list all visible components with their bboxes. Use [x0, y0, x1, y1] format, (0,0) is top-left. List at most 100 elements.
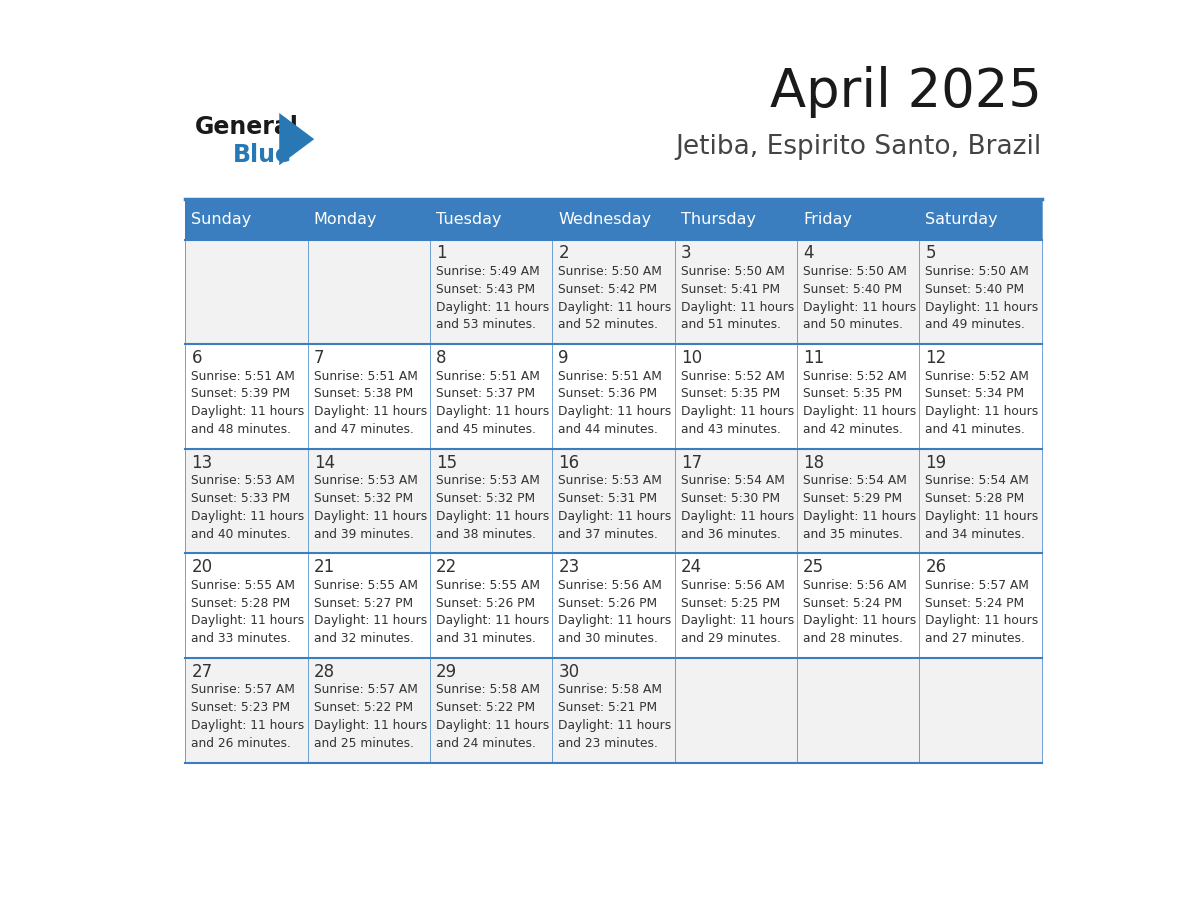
Text: Sunrise: 5:50 AM: Sunrise: 5:50 AM — [803, 265, 906, 278]
Bar — [430, 240, 552, 344]
Bar — [185, 449, 308, 554]
Text: Sunrise: 5:51 AM: Sunrise: 5:51 AM — [558, 370, 662, 383]
Text: Sunrise: 5:53 AM: Sunrise: 5:53 AM — [191, 475, 296, 487]
Bar — [675, 344, 797, 449]
Text: Daylight: 11 hours: Daylight: 11 hours — [681, 405, 794, 419]
Text: Sunrise: 5:56 AM: Sunrise: 5:56 AM — [803, 579, 906, 592]
Bar — [552, 199, 675, 240]
Text: Sunset: 5:43 PM: Sunset: 5:43 PM — [436, 283, 536, 296]
Text: 5: 5 — [925, 244, 936, 263]
Text: Daylight: 11 hours: Daylight: 11 hours — [436, 300, 549, 314]
Text: 8: 8 — [436, 349, 447, 367]
Bar — [308, 554, 430, 658]
Text: and 47 minutes.: and 47 minutes. — [314, 423, 413, 436]
Text: Daylight: 11 hours: Daylight: 11 hours — [191, 509, 304, 523]
Text: and 31 minutes.: and 31 minutes. — [436, 633, 536, 645]
Text: 7: 7 — [314, 349, 324, 367]
Bar — [552, 554, 675, 658]
Text: Sunrise: 5:52 AM: Sunrise: 5:52 AM — [925, 370, 1029, 383]
Bar — [185, 554, 308, 658]
Bar — [675, 449, 797, 554]
Bar — [920, 449, 1042, 554]
Text: 24: 24 — [681, 558, 702, 577]
Text: 16: 16 — [558, 453, 580, 472]
Text: Sunset: 5:32 PM: Sunset: 5:32 PM — [436, 492, 536, 505]
Bar — [920, 344, 1042, 449]
Text: Daylight: 11 hours: Daylight: 11 hours — [925, 614, 1038, 628]
Text: 19: 19 — [925, 453, 947, 472]
Bar — [675, 199, 797, 240]
Text: Sunset: 5:26 PM: Sunset: 5:26 PM — [558, 597, 657, 610]
Text: and 36 minutes.: and 36 minutes. — [681, 528, 781, 541]
Text: Daylight: 11 hours: Daylight: 11 hours — [925, 300, 1038, 314]
Bar — [185, 344, 308, 449]
Text: Sunset: 5:30 PM: Sunset: 5:30 PM — [681, 492, 779, 505]
Text: and 23 minutes.: and 23 minutes. — [558, 737, 658, 750]
Text: Sunset: 5:22 PM: Sunset: 5:22 PM — [314, 701, 413, 714]
Bar — [920, 658, 1042, 763]
Text: 4: 4 — [803, 244, 814, 263]
Text: 12: 12 — [925, 349, 947, 367]
Text: Daylight: 11 hours: Daylight: 11 hours — [191, 405, 304, 419]
Text: Jetiba, Espirito Santo, Brazil: Jetiba, Espirito Santo, Brazil — [675, 134, 1042, 161]
Text: Sunrise: 5:57 AM: Sunrise: 5:57 AM — [925, 579, 1029, 592]
Text: Daylight: 11 hours: Daylight: 11 hours — [803, 509, 916, 523]
Bar — [797, 449, 920, 554]
Text: April 2025: April 2025 — [770, 66, 1042, 118]
Text: Sunset: 5:24 PM: Sunset: 5:24 PM — [925, 597, 1024, 610]
Text: and 26 minutes.: and 26 minutes. — [191, 737, 291, 750]
Text: Sunset: 5:23 PM: Sunset: 5:23 PM — [191, 701, 291, 714]
Text: Sunset: 5:34 PM: Sunset: 5:34 PM — [925, 387, 1024, 400]
Text: Sunrise: 5:53 AM: Sunrise: 5:53 AM — [436, 475, 541, 487]
Text: 23: 23 — [558, 558, 580, 577]
Bar — [430, 449, 552, 554]
Text: Daylight: 11 hours: Daylight: 11 hours — [558, 614, 671, 628]
Text: and 52 minutes.: and 52 minutes. — [558, 319, 658, 331]
Bar — [675, 554, 797, 658]
Text: Daylight: 11 hours: Daylight: 11 hours — [558, 405, 671, 419]
Bar — [797, 554, 920, 658]
Text: Sunrise: 5:56 AM: Sunrise: 5:56 AM — [681, 579, 784, 592]
Bar — [552, 344, 675, 449]
Polygon shape — [279, 113, 314, 165]
Text: Sunrise: 5:57 AM: Sunrise: 5:57 AM — [191, 683, 296, 697]
Text: 14: 14 — [314, 453, 335, 472]
Text: Sunset: 5:35 PM: Sunset: 5:35 PM — [803, 387, 903, 400]
Bar — [797, 344, 920, 449]
Text: Sunrise: 5:55 AM: Sunrise: 5:55 AM — [436, 579, 541, 592]
Text: and 25 minutes.: and 25 minutes. — [314, 737, 413, 750]
Text: Sunset: 5:36 PM: Sunset: 5:36 PM — [558, 387, 657, 400]
Text: Daylight: 11 hours: Daylight: 11 hours — [681, 300, 794, 314]
Bar — [185, 240, 308, 344]
Bar — [430, 344, 552, 449]
Text: 10: 10 — [681, 349, 702, 367]
Text: Sunset: 5:29 PM: Sunset: 5:29 PM — [803, 492, 902, 505]
Text: General: General — [195, 115, 298, 140]
Text: Sunrise: 5:54 AM: Sunrise: 5:54 AM — [925, 475, 1029, 487]
Text: 15: 15 — [436, 453, 457, 472]
Text: Sunset: 5:32 PM: Sunset: 5:32 PM — [314, 492, 413, 505]
Text: Sunrise: 5:55 AM: Sunrise: 5:55 AM — [314, 579, 418, 592]
Bar — [797, 658, 920, 763]
Text: Sunrise: 5:54 AM: Sunrise: 5:54 AM — [681, 475, 784, 487]
Text: Daylight: 11 hours: Daylight: 11 hours — [681, 509, 794, 523]
Text: Daylight: 11 hours: Daylight: 11 hours — [314, 614, 426, 628]
Text: Sunrise: 5:58 AM: Sunrise: 5:58 AM — [436, 683, 541, 697]
Text: 6: 6 — [191, 349, 202, 367]
Text: Sunrise: 5:53 AM: Sunrise: 5:53 AM — [314, 475, 418, 487]
Bar — [308, 240, 430, 344]
Text: Sunrise: 5:51 AM: Sunrise: 5:51 AM — [191, 370, 296, 383]
Text: and 49 minutes.: and 49 minutes. — [925, 319, 1025, 331]
Text: Sunset: 5:39 PM: Sunset: 5:39 PM — [191, 387, 291, 400]
Text: Daylight: 11 hours: Daylight: 11 hours — [314, 509, 426, 523]
Text: Daylight: 11 hours: Daylight: 11 hours — [803, 614, 916, 628]
Text: Daylight: 11 hours: Daylight: 11 hours — [191, 614, 304, 628]
Bar — [920, 199, 1042, 240]
Text: Sunset: 5:37 PM: Sunset: 5:37 PM — [436, 387, 536, 400]
Text: and 34 minutes.: and 34 minutes. — [925, 528, 1025, 541]
Text: Sunrise: 5:51 AM: Sunrise: 5:51 AM — [436, 370, 541, 383]
Text: and 43 minutes.: and 43 minutes. — [681, 423, 781, 436]
Text: Sunrise: 5:57 AM: Sunrise: 5:57 AM — [314, 683, 418, 697]
Text: Sunrise: 5:53 AM: Sunrise: 5:53 AM — [558, 475, 662, 487]
Text: Daylight: 11 hours: Daylight: 11 hours — [314, 719, 426, 732]
